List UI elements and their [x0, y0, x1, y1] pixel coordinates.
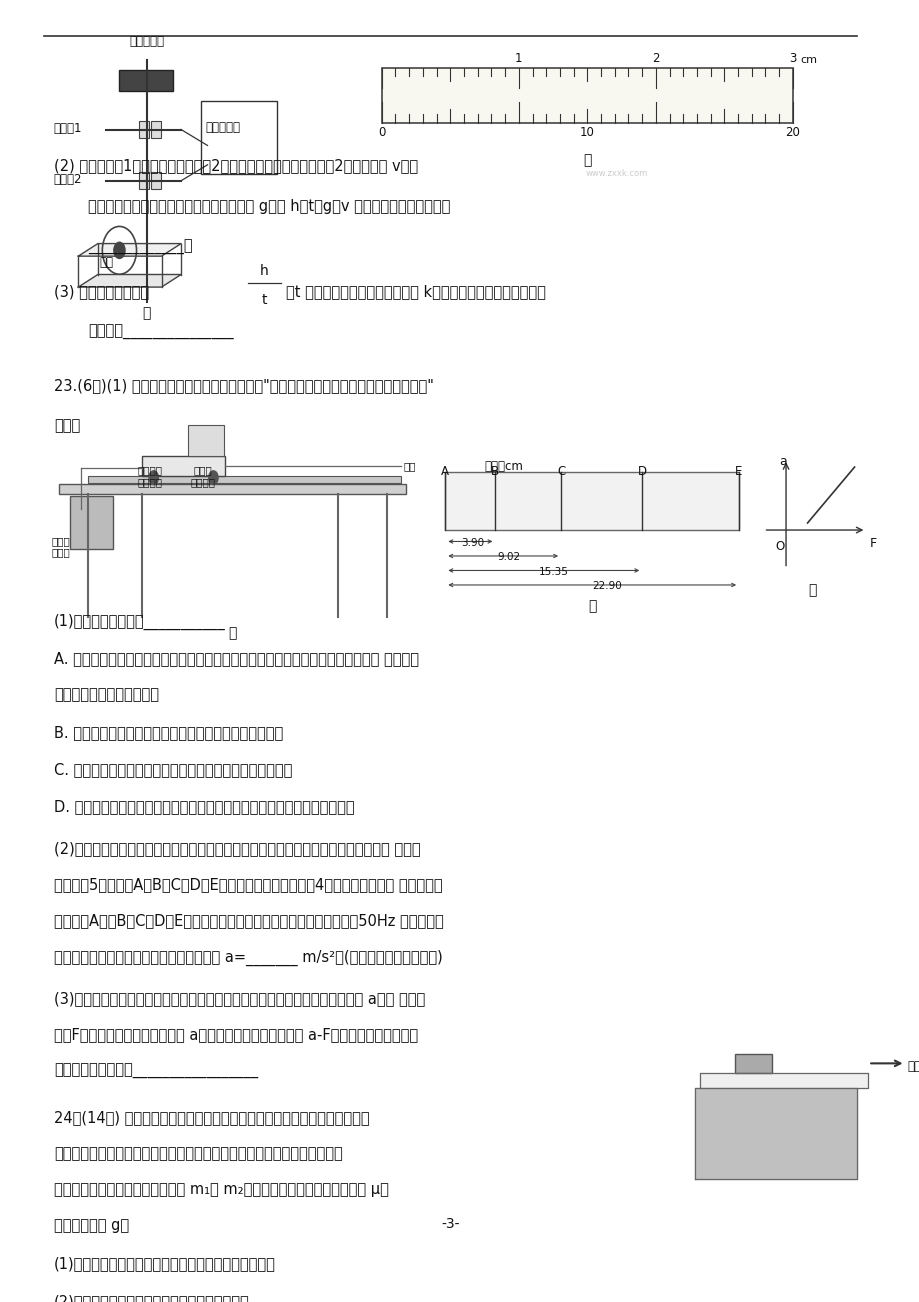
Bar: [142, 457, 225, 475]
Text: h: h: [260, 264, 268, 279]
Circle shape: [113, 242, 126, 259]
Text: cm: cm: [800, 55, 817, 65]
Text: 考虑空气阻力，小球的加速度为重力加速度 g，则 h、t、g、v 四个物理量之间的关系为: 考虑空气阻力，小球的加速度为重力加速度 g，则 h、t、g、v 四个物理量之间的…: [88, 199, 450, 214]
Text: 甲: 甲: [142, 306, 151, 320]
Bar: [139, 172, 149, 190]
Text: 重力F为横坐标，以小车的加速度 a为纵坐标，得如图丙所示的 a-F图像，则图线不通过坐: 重力F为横坐标，以小车的加速度 a为纵坐标，得如图丙所示的 a-F图像，则图线不…: [54, 1027, 417, 1043]
Bar: [139, 121, 149, 138]
Text: 23.(6分)(1) 一小组的同学用如图甲所示装置做"探究物体质量一定时，加速度与力的关系": 23.(6分)(1) 一小组的同学用如图甲所示装置做"探究物体质量一定时，加速度…: [54, 378, 433, 393]
Bar: [200, 102, 277, 174]
Text: B: B: [491, 465, 499, 478]
Polygon shape: [694, 1088, 856, 1180]
Text: －t 图线，若图线斜率的绝对值为 k，根据图线可求出重力加速度: －t 图线，若图线斜率的绝对值为 k，根据图线可求出重力加速度: [286, 284, 545, 299]
Text: 甲: 甲: [228, 626, 236, 641]
Circle shape: [208, 470, 219, 486]
Text: (1)当纸板相对砝码运动时，求纸板所受摩擦力的大小；: (1)当纸板相对砝码运动时，求纸板所受摩擦力的大小；: [54, 1256, 276, 1271]
Bar: [734, 1053, 772, 1073]
Text: 砝码盘
及砝码: 砝码盘 及砝码: [51, 535, 71, 557]
Text: 别测量出A点到B、C、D、E的距离如图所示，已知打点计时器接在频率为50Hz 的交流电源: 别测量出A点到B、C、D、E的距离如图所示，已知打点计时器接在频率为50Hz 的…: [54, 913, 443, 928]
Bar: [88, 475, 401, 483]
Text: 木板上近似做匀速直线运动: 木板上近似做匀速直线运动: [54, 687, 159, 702]
Text: 10: 10: [579, 126, 594, 138]
Text: (2)要使纸板相对砝码运动，求所需拉力的大小；: (2)要使纸板相对砝码运动，求所需拉力的大小；: [54, 1294, 249, 1302]
Text: (1)下列说法正确的有___________: (1)下列说法正确的有___________: [54, 615, 225, 630]
Bar: [59, 484, 406, 495]
Text: F: F: [868, 536, 876, 549]
Text: 光电门2: 光电门2: [54, 173, 82, 186]
Text: 3: 3: [789, 52, 796, 65]
Text: 0: 0: [378, 126, 385, 138]
Text: -3-: -3-: [440, 1217, 459, 1232]
Text: 2: 2: [652, 52, 659, 65]
Text: 标原点的主要原因是_________________: 标原点的主要原因是_________________: [54, 1064, 257, 1078]
Text: (2) 改变光电门1的位置，保持光电门2的位置不变，小球经过光电门2时的速度为 v，不: (2) 改变光电门1的位置，保持光电门2的位置不变，小球经过光电门2时的速度为 …: [54, 159, 417, 173]
Text: D: D: [637, 465, 646, 478]
Text: 单位：cm: 单位：cm: [484, 461, 523, 474]
Text: 22.90: 22.90: [592, 581, 621, 591]
Polygon shape: [78, 275, 181, 286]
Text: (3) 根据实验数据作出: (3) 根据实验数据作出: [54, 284, 149, 299]
Text: 网兜: 网兜: [100, 256, 114, 270]
Text: _____________。: _____________。: [88, 240, 192, 255]
Text: 了连续的5个计数点A、B、C、D、E，相邻两计数点之间都有4个点迹没有标出， 用刻度尺分: 了连续的5个计数点A、B、C、D、E，相邻两计数点之间都有4个点迹没有标出， 用…: [54, 878, 442, 892]
Text: 将纸板迅速抽砝码的移动很小，几乎观察不到，这就是大家熟悉的惯性演示: 将纸板迅速抽砝码的移动很小，几乎观察不到，这就是大家熟悉的惯性演示: [54, 1146, 342, 1161]
Text: (2)乙图为实验中按规范操作打出的一条纸带的一部分。从比较清晰的点迹起，在纸带 上标出: (2)乙图为实验中按规范操作打出的一条纸带的一部分。从比较清晰的点迹起，在纸带 …: [54, 841, 420, 855]
Text: O: O: [775, 540, 784, 552]
Text: 拉力: 拉力: [906, 1060, 919, 1073]
Bar: [70, 496, 113, 549]
Circle shape: [148, 470, 159, 486]
Bar: [151, 121, 160, 138]
Text: 24．(14分) 如图所示，将小砝码置于桌面上的薄纸板上，用水平向右的拉力: 24．(14分) 如图所示，将小砝码置于桌面上的薄纸板上，用水平向右的拉力: [54, 1109, 369, 1125]
Text: D. 在合理的操作下，可以近似认为小车受到的拉力等于砝码及砝码盘的重力: D. 在合理的操作下，可以近似认为小车受到的拉力等于砝码及砝码盘的重力: [54, 799, 354, 814]
Text: 电磁打
点计时器: 电磁打 点计时器: [190, 465, 215, 487]
Text: 的大小为_______________: 的大小为_______________: [88, 326, 233, 340]
Bar: [151, 172, 160, 190]
Text: 丙: 丙: [808, 583, 816, 598]
Text: 乙: 乙: [583, 154, 591, 168]
Text: 小车及里
面的钩码: 小车及里 面的钩码: [137, 465, 162, 487]
Bar: [119, 69, 173, 91]
Text: 实验。若砝码和纸板的质量分别为 m₁和 m₂，各接触面间的动摩擦因数均为 μ，: 实验。若砝码和纸板的质量分别为 m₁和 m₂，各接触面间的动摩擦因数均为 μ，: [54, 1182, 389, 1197]
Text: 实验。: 实验。: [54, 418, 80, 434]
Text: 重力加速度为 g。: 重力加速度为 g。: [54, 1219, 129, 1233]
Text: 1: 1: [515, 52, 522, 65]
Text: 光电计时器: 光电计时器: [205, 121, 240, 134]
Text: 纸带: 纸带: [403, 461, 415, 471]
Text: 9.02: 9.02: [497, 552, 520, 562]
Text: B. 每次改变砝码及砝码盘总质量之后，应重新平衡摩擦力: B. 每次改变砝码及砝码盘总质量之后，应重新平衡摩擦力: [54, 725, 283, 740]
Text: A: A: [441, 465, 448, 478]
Text: 光电门1: 光电门1: [54, 122, 82, 135]
Text: E: E: [734, 465, 742, 478]
Polygon shape: [699, 1073, 868, 1088]
Text: 乙: 乙: [587, 599, 596, 613]
Text: 小球释放器: 小球释放器: [130, 35, 165, 48]
Bar: [445, 471, 738, 530]
Text: 15.35: 15.35: [539, 566, 568, 577]
Text: 上，则此次实验中小车运动加速度的测量值 a=_______ m/s²。(结果保留两位有效数字): 上，则此次实验中小车运动加速度的测量值 a=_______ m/s²。(结果保留…: [54, 949, 442, 966]
Text: C. 应让砝码及砝码盘总质量远大于小车及里面钩码的总质量: C. 应让砝码及砝码盘总质量远大于小车及里面钩码的总质量: [54, 762, 292, 777]
Polygon shape: [78, 243, 181, 256]
Bar: [187, 424, 223, 457]
Text: 3.90: 3.90: [460, 538, 484, 548]
Bar: [381, 68, 792, 122]
Text: t: t: [261, 293, 267, 307]
Text: A. 平衡摩擦力时，用细线一端挂空砝码盘，另一端与小车相连，将木板适当倾斜， 使小车在: A. 平衡摩擦力时，用细线一端挂空砝码盘，另一端与小车相连，将木板适当倾斜， 使…: [54, 651, 418, 665]
Text: 20: 20: [785, 126, 800, 138]
Text: C: C: [556, 465, 564, 478]
Text: (3)某同学平衡摩擦力后，改变砝码盘中砝码的质量，分别测量出小车的加速度 a，以 砝码的: (3)某同学平衡摩擦力后，改变砝码盘中砝码的质量，分别测量出小车的加速度 a，以…: [54, 991, 425, 1006]
Text: a: a: [778, 456, 786, 469]
Text: www.zxxk.com: www.zxxk.com: [584, 169, 647, 178]
